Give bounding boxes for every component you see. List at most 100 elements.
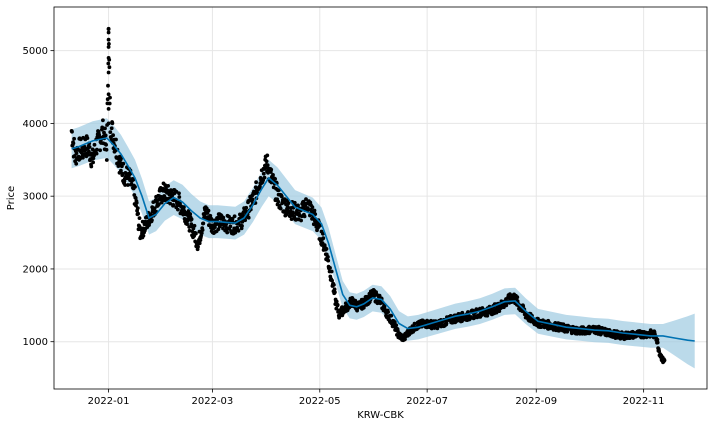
observed-point [106,70,111,75]
observed-point [332,283,336,287]
observed-point [485,313,490,318]
observed-point [94,151,99,156]
observed-point [244,205,249,210]
x-tick-label: 2022-07 [406,396,448,407]
observed-point [273,177,277,181]
observed-point [185,217,190,222]
observed-point [120,171,125,176]
observed-point [435,326,440,331]
observed-point [262,175,267,180]
observed-point [201,221,206,226]
observed-point [444,321,449,326]
observed-point [279,194,284,199]
observed-point [98,148,102,153]
observed-point [163,183,168,188]
observed-point [189,217,194,222]
observed-point [361,305,366,310]
observed-point [330,278,334,283]
observed-point [460,310,465,315]
plot-frame [53,6,708,390]
observed-point [271,173,275,177]
tick-layer: 1000 2000 3000 4000 5000 2022-01 2022-03 2022-0… [23,46,665,407]
observed-point [326,255,330,259]
forecast-line [71,137,695,342]
observed-point [101,118,105,123]
observed-point [106,37,111,42]
observed-point [565,329,570,334]
observed-point [106,45,111,49]
observed-point [250,197,255,202]
observed-point [81,155,85,160]
x-tick-label: 2022-09 [515,396,557,407]
observed-point [87,149,91,154]
observed-point [334,299,339,304]
x-tick-label: 2022-05 [299,396,341,407]
observed-point [137,216,142,221]
observed-point [221,215,226,220]
observed-point [299,218,303,223]
observed-point [394,323,399,328]
x-axis-label: KRW-CBK [357,410,404,421]
observed-point [106,107,111,111]
observed-point [189,222,194,227]
observed-point [321,231,325,236]
observed-point [177,195,182,199]
observed-point [141,233,146,238]
observed-point [296,203,300,208]
observed-point [236,228,241,233]
observed-point [243,209,248,213]
observed-point [305,206,310,210]
observed-point [102,130,106,135]
observed-point [253,191,257,196]
observed-point [123,183,127,187]
observed-point [169,190,174,194]
observed-point [166,184,171,188]
observed-point [334,306,339,311]
observed-point [329,269,334,274]
observed-point [134,200,139,205]
observed-point [389,313,394,318]
observed-point [107,65,112,70]
y-axis-label: Price [6,186,17,210]
observed-point [106,92,111,97]
observed-point [187,228,192,233]
observed-point [655,340,660,345]
observed-point [111,133,115,138]
observed-point [133,196,138,200]
x-tick-label: 2022-01 [88,396,130,407]
observed-point [291,210,295,215]
observed-point [104,147,109,152]
observed-point [264,159,269,164]
observed-point [321,236,326,241]
observed-point [133,185,137,189]
observed-point [177,191,181,196]
observed-point [515,295,520,299]
observed-point [150,218,154,223]
y-tick-label: 1000 [23,337,48,348]
y-tick-label: 2000 [23,264,48,275]
observed-point [265,153,270,158]
observed-point [328,266,332,270]
observed-point [85,136,90,141]
observed-point [655,337,660,342]
observed-point [292,200,297,205]
observed-point [225,230,230,235]
observed-point [87,145,92,149]
observed-point [662,358,667,363]
observed-point [304,197,308,202]
observed-point [108,130,113,135]
observed-point [276,199,281,204]
observed-point [199,231,204,236]
observed-point [176,207,180,212]
observed-point [302,214,307,219]
observed-point [108,95,112,100]
observed-point [70,129,74,134]
observed-point [310,205,315,210]
y-tick-label: 4000 [23,119,48,130]
observed-point [240,220,245,224]
observed-point [657,349,661,354]
observed-point [103,133,108,138]
observed-point [403,337,407,342]
observed-point [72,136,76,141]
observed-point [333,290,337,295]
